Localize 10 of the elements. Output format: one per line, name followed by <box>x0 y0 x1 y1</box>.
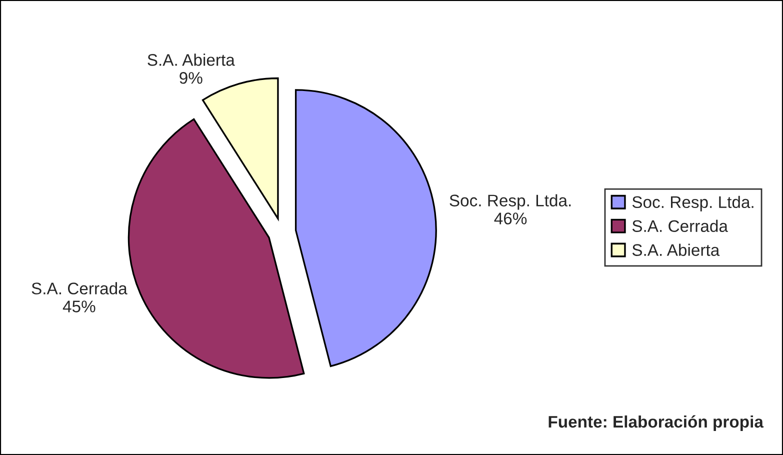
source-note: Fuente: Elaboración propia <box>548 415 764 431</box>
slice-label: S.A. Abierta <box>148 54 235 66</box>
data-label: 45% <box>62 300 96 312</box>
slice-label: Soc. Resp. Ltda. <box>450 194 571 210</box>
legend-label: Soc. Resp. Ltda. <box>632 196 754 212</box>
data-label: 9% <box>180 72 202 84</box>
slice-label: S.A. Cerrada <box>32 282 128 294</box>
legend-label: S.A. Cerrada <box>632 220 728 232</box>
legend-label: S.A. Abierta <box>632 244 720 256</box>
data-label: 46% <box>494 212 527 224</box>
